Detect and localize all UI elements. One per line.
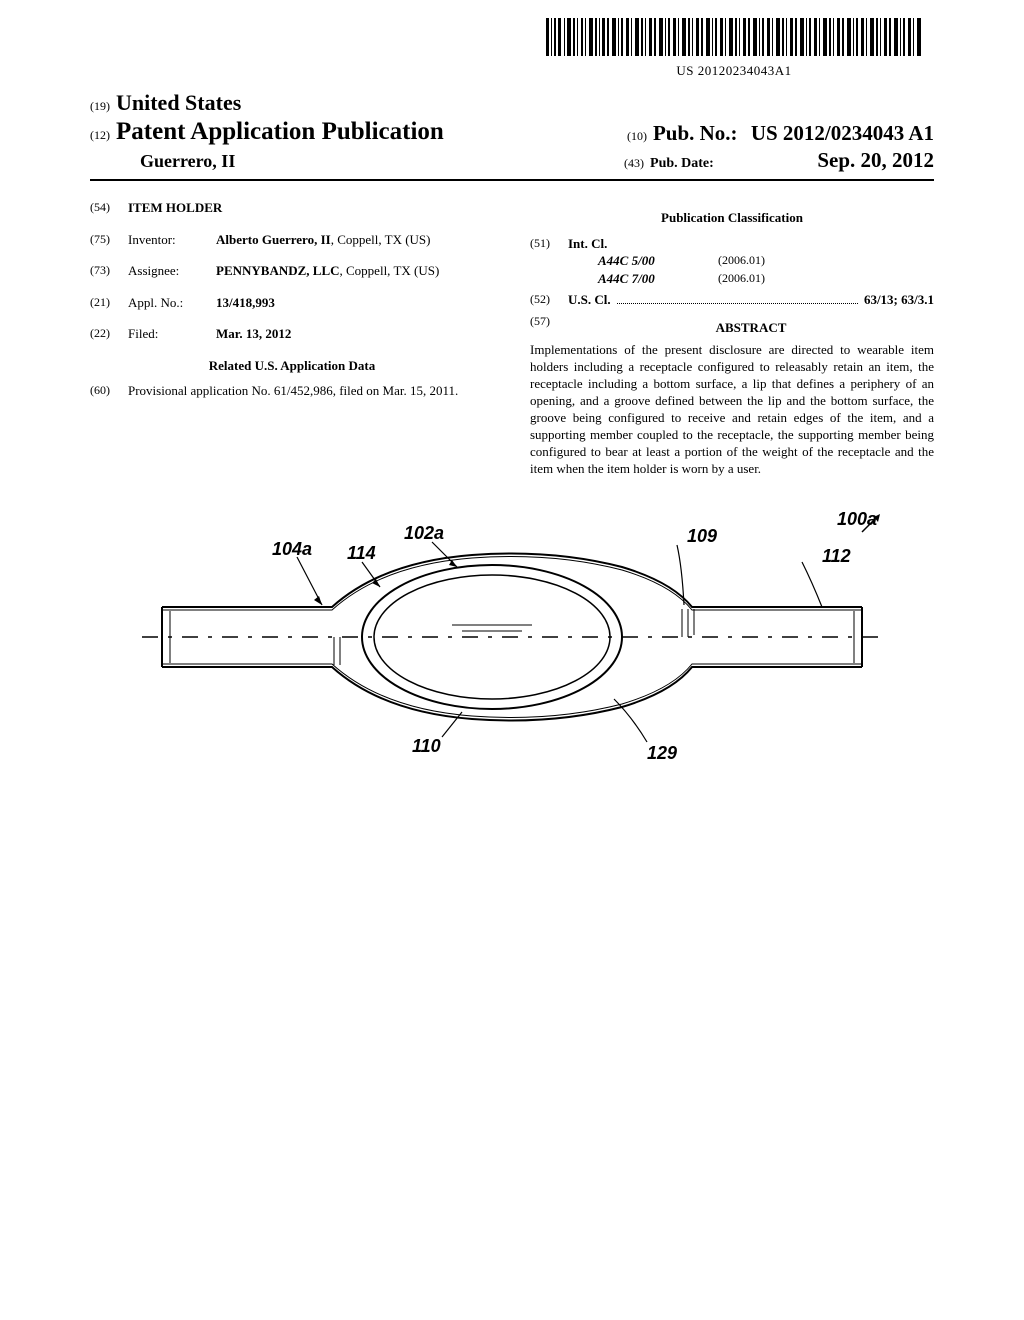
- fig-label-104a: 104a: [272, 539, 312, 559]
- code-12: (12): [90, 128, 110, 142]
- code-54: (54): [90, 199, 128, 217]
- ipc-class-1: A44C 7/00: [568, 270, 718, 288]
- pubdate-label: Pub. Date:: [650, 156, 714, 171]
- intcl-label: Int. Cl.: [568, 235, 934, 253]
- fig-label-109: 109: [687, 526, 717, 546]
- barcode-text: US 20120234043A1: [544, 63, 924, 79]
- filed-value: Mar. 13, 2012: [216, 325, 494, 343]
- left-column: (54) ITEM HOLDER (75) Inventor: Alberto …: [90, 199, 494, 477]
- applno-value: 13/418,993: [216, 294, 494, 312]
- filed-row: (22) Filed: Mar. 13, 2012: [90, 325, 494, 343]
- code-19: (19): [90, 99, 110, 113]
- inventor-value: Alberto Guerrero, II, Coppell, TX (US): [216, 231, 494, 249]
- doc-header: (19) United States (12) Patent Application…: [90, 90, 934, 181]
- provisional-row: (60) Provisional application No. 61/452,…: [90, 382, 494, 400]
- abstract-head-row: (57) ABSTRACT: [530, 313, 934, 341]
- assignee-label: Assignee:: [128, 262, 216, 280]
- uscl-line: U.S. Cl. 63/13; 63/3.1: [568, 291, 934, 309]
- filed-label: Filed:: [128, 325, 216, 343]
- uscl-row: (52) U.S. Cl. 63/13; 63/3.1: [530, 291, 934, 309]
- assignee-row: (73) Assignee: PENNYBANDZ, LLC, Coppell,…: [90, 262, 494, 280]
- pub-no-line: (10) Pub. No.: US 2012/0234043 A1: [627, 121, 934, 146]
- applno-row: (21) Appl. No.: 13/418,993: [90, 294, 494, 312]
- code-60: (60): [90, 382, 128, 400]
- code-43: (43): [624, 156, 644, 170]
- fig-label-112: 112: [822, 546, 851, 566]
- code-10: (10): [627, 129, 647, 143]
- pubdate-value: Sep. 20, 2012: [817, 148, 934, 172]
- header-rule: [90, 179, 934, 181]
- country-name: United States: [116, 90, 241, 115]
- related-header: Related U.S. Application Data: [90, 357, 494, 375]
- pub-type-line: (12) Patent Application Publication: [90, 118, 444, 146]
- intcl-block: Int. Cl. A44C 5/00 (2006.01) A44C 7/00 (…: [568, 235, 934, 288]
- classification-header: Publication Classification: [530, 209, 934, 227]
- country-line: (19) United States: [90, 90, 934, 116]
- biblio-columns: (54) ITEM HOLDER (75) Inventor: Alberto …: [90, 199, 934, 477]
- figure-container: 100a 102a 104a 109 110 112 114 129: [90, 507, 934, 772]
- ipc-row-0: A44C 5/00 (2006.01): [568, 252, 934, 270]
- code-51: (51): [530, 235, 568, 288]
- patent-figure: 100a 102a 104a 109 110 112 114 129: [122, 507, 902, 767]
- assignee-value: PENNYBANDZ, LLC, Coppell, TX (US): [216, 262, 494, 280]
- pubno-label: Pub. No.:: [653, 121, 738, 145]
- intcl-row: (51) Int. Cl. A44C 5/00 (2006.01) A44C 7…: [530, 235, 934, 288]
- inventor-short: Guerrero, II: [90, 151, 235, 172]
- ipc-ver-1: (2006.01): [718, 270, 765, 288]
- ipc-class-0: A44C 5/00: [568, 252, 718, 270]
- patent-page: US 20120234043A1 (19) United States (12) P…: [0, 0, 1024, 1320]
- pubno-value: US 2012/0234043 A1: [751, 121, 934, 145]
- right-column: Publication Classification (51) Int. Cl.…: [530, 199, 934, 477]
- fig-label-100a: 100a: [837, 509, 877, 529]
- code-75: (75): [90, 231, 128, 249]
- fig-label-102a: 102a: [404, 523, 444, 543]
- provisional-text: Provisional application No. 61/452,986, …: [128, 382, 494, 400]
- invention-title: ITEM HOLDER: [128, 199, 494, 217]
- abstract-text: Implementations of the present disclosur…: [530, 342, 934, 477]
- fig-label-110: 110: [412, 736, 441, 756]
- barcode-block: US 20120234043A1: [544, 18, 924, 79]
- uscl-value: 63/13; 63/3.1: [864, 291, 934, 309]
- inventor-row: (75) Inventor: Alberto Guerrero, II, Cop…: [90, 231, 494, 249]
- code-57: (57): [530, 313, 568, 341]
- fig-label-129: 129: [647, 743, 677, 763]
- title-row: (54) ITEM HOLDER: [90, 199, 494, 217]
- ipc-row-1: A44C 7/00 (2006.01): [568, 270, 934, 288]
- ipc-ver-0: (2006.01): [718, 252, 765, 270]
- barcode: [544, 18, 924, 56]
- uscl-label: U.S. Cl.: [568, 291, 611, 309]
- pub-date-line: (43) Pub. Date: Sep. 20, 2012: [624, 148, 934, 173]
- pub-type: Patent Application Publication: [116, 118, 444, 145]
- abstract-label: ABSTRACT: [568, 319, 934, 337]
- fig-label-114: 114: [347, 543, 376, 563]
- inventor-label: Inventor:: [128, 231, 216, 249]
- dot-leader: [617, 293, 858, 304]
- code-52: (52): [530, 291, 568, 309]
- code-22: (22): [90, 325, 128, 343]
- applno-label: Appl. No.:: [128, 294, 216, 312]
- code-21: (21): [90, 294, 128, 312]
- code-73: (73): [90, 262, 128, 280]
